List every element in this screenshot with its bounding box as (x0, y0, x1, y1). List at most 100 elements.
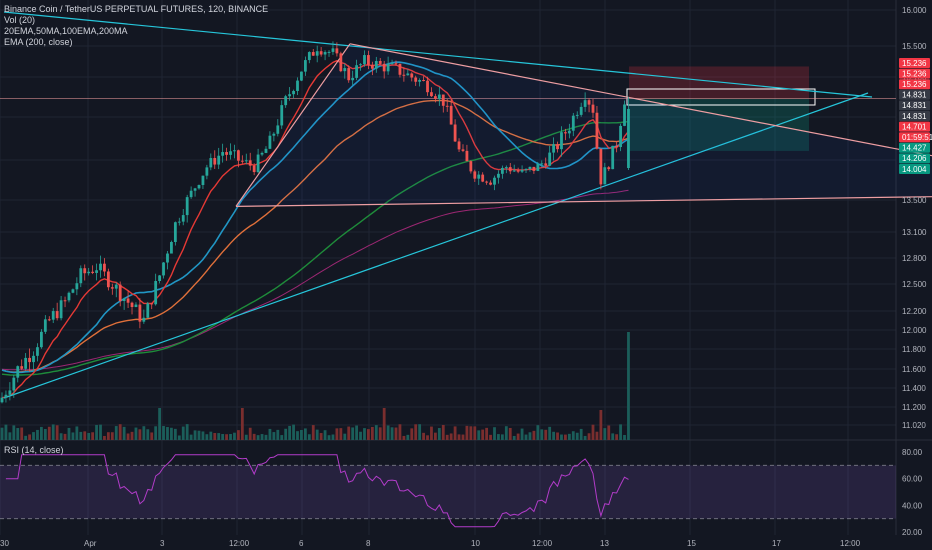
indicator-mas[interactable]: 20EMA,50MA,100EMA,200MA (4, 26, 128, 36)
rsi-legend[interactable]: RSI (14, close) (4, 445, 64, 455)
candle-body (4, 394, 8, 398)
ema100-line (1, 99, 629, 373)
volume-bar (583, 435, 587, 440)
price-tag-bg (899, 89, 930, 100)
volume-bar (4, 424, 8, 440)
candle-body (571, 115, 575, 131)
candle-body (154, 281, 158, 305)
volume-bar (114, 426, 118, 440)
price-tag-label: 14.831 (902, 112, 927, 121)
volume-bar (335, 428, 339, 440)
volume-bar (268, 428, 272, 440)
volume-bar (437, 428, 441, 440)
price-tags: 15.23615.23615.23614.83114.83114.83114.7… (899, 58, 932, 174)
ma200-line (1, 120, 629, 376)
candle-body (32, 355, 35, 363)
candle-body (414, 77, 418, 82)
candle-body (437, 94, 441, 99)
volume-bar (217, 433, 221, 440)
volume-bar (441, 424, 445, 440)
volume-bar (323, 430, 327, 440)
price-tag-label: 15.236 (902, 59, 927, 68)
volume-bar (158, 408, 161, 440)
price-tick-label: 11.020 (902, 421, 926, 430)
candle-body (548, 152, 552, 166)
price-tag-label: 14.206 (902, 154, 927, 163)
price-tag-label: 01:59:51 (902, 133, 932, 142)
volume-bar (382, 408, 386, 440)
time-axis[interactable]: 30 Apr 3 12:00 6 8 10 12:00 13 15 17 12:00 (0, 539, 861, 548)
price-tick-label: 12.800 (902, 254, 927, 263)
volume-bar (240, 408, 244, 440)
volume-bar (221, 434, 225, 440)
candle-body (520, 169, 524, 172)
trendlines[interactable] (3, 11, 932, 399)
candle-body (217, 155, 221, 165)
volume-bar (406, 434, 410, 440)
volume-bar (611, 433, 615, 440)
candle-body (564, 132, 567, 134)
candle-body (118, 284, 122, 301)
volume-bar (347, 426, 351, 440)
time-tick-label: 17 (772, 539, 781, 548)
candle-body (465, 150, 469, 162)
volume-bar (623, 435, 626, 440)
rsi-pane (0, 454, 896, 528)
candle-body (619, 125, 622, 148)
candle-body (382, 63, 386, 72)
rsi-band (0, 465, 896, 519)
price-tick-label: 15.500 (902, 42, 927, 51)
chart-title: Binance Coin / TetherUS PERPETUAL FUTURE… (4, 4, 269, 14)
candle-body (63, 300, 67, 302)
indicator-volume[interactable]: Vol (20) (4, 15, 36, 25)
volume-bar (244, 434, 248, 440)
price-tag-bg (899, 132, 930, 143)
volume-bar (201, 431, 205, 440)
volume-bar (225, 434, 228, 440)
candle-body (110, 287, 114, 289)
price-tag-bg (899, 58, 930, 68)
volume-bar (307, 434, 311, 440)
volume-bar (500, 434, 504, 440)
candle-body (461, 149, 465, 151)
time-tick-label: 6 (299, 539, 304, 548)
candle-body (138, 304, 142, 322)
indicator-ema200[interactable]: EMA (200, close) (4, 37, 73, 47)
rsi-tick-label: 40.00 (902, 501, 923, 510)
candle-body (28, 357, 31, 363)
volume-bar (469, 426, 473, 440)
candle-body (87, 271, 91, 274)
chart-legend: Binance Coin / TetherUS PERPETUAL FUTURE… (4, 4, 268, 48)
volume-bar (59, 433, 63, 440)
volume-bar (552, 431, 555, 440)
volume-bar (138, 429, 142, 440)
candle-body (343, 68, 347, 72)
volume-bar (205, 434, 209, 440)
volume-bar (103, 435, 106, 440)
volume-bar (75, 426, 79, 440)
volume-bar (197, 430, 201, 440)
volume-bar (528, 432, 532, 440)
candle-body (150, 303, 154, 305)
volume-bar (252, 433, 256, 440)
volume-bar (36, 429, 39, 440)
rsi-tick-label: 80.00 (902, 448, 923, 457)
candle-body (162, 262, 165, 276)
candle-body (457, 141, 461, 150)
candle-body (126, 298, 130, 303)
candle-body (166, 253, 169, 263)
grid (0, 0, 932, 535)
volume-bar (40, 426, 43, 440)
price-tick-label: 13.100 (902, 228, 927, 237)
candle-body (426, 80, 429, 93)
price-tag-label: 14.427 (902, 144, 927, 153)
candle-body (51, 311, 55, 320)
price-tag-bg (899, 142, 930, 153)
volume-bar (560, 434, 563, 440)
volume-bar (587, 433, 591, 440)
price-tag-bg (899, 68, 930, 79)
candle-body (485, 181, 489, 183)
candle-body (264, 148, 268, 153)
candle-body (103, 263, 106, 272)
